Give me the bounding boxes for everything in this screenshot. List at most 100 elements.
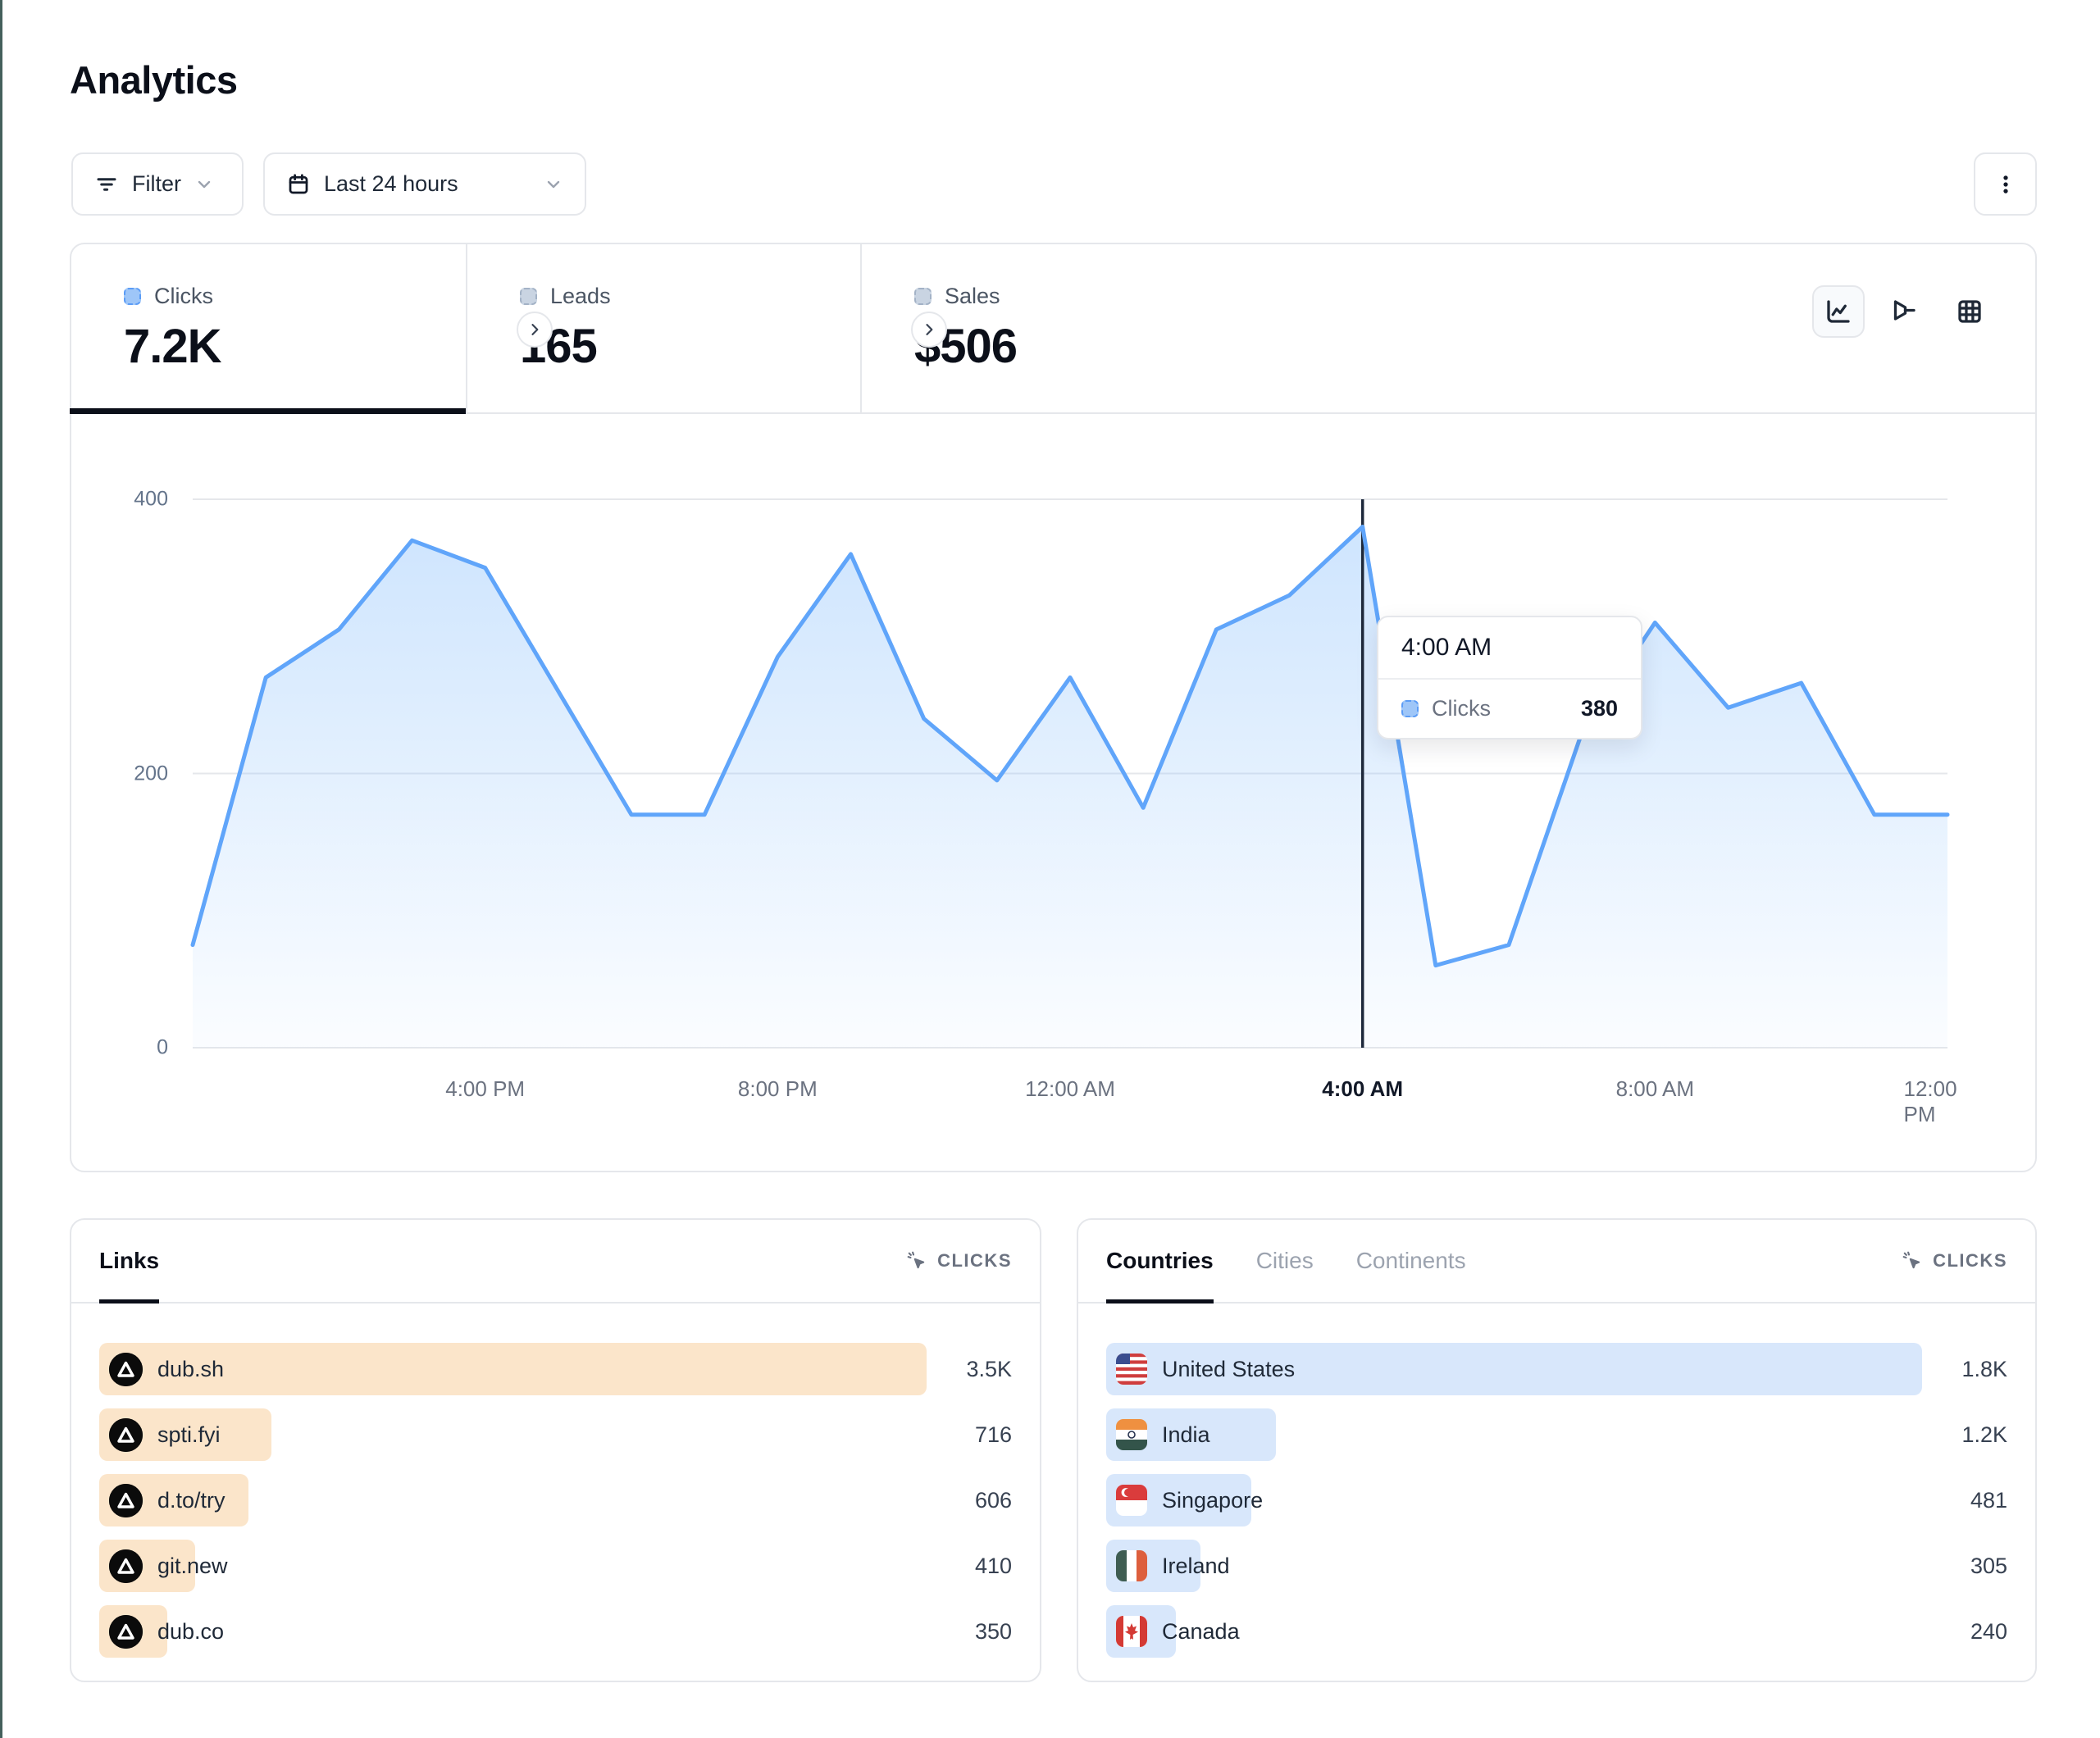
value-bar [1106, 1343, 1922, 1395]
country-clicks-value: 1.8K [1961, 1356, 2007, 1381]
us-flag-icon [1116, 1354, 1147, 1385]
filter-bars-icon [94, 172, 119, 197]
tab-continents[interactable]: Continents [1355, 1248, 1466, 1273]
tooltip-series-value: 380 [1580, 696, 1618, 721]
countries-metric-label: CLICKS [1933, 1250, 2007, 1271]
tab-links[interactable]: Links [99, 1220, 160, 1304]
links-panel: Links CLICKS dub.sh 3.5K spti.fyi 716 d.to… [70, 1218, 1041, 1682]
filter-button-label: Filter [132, 171, 181, 196]
sales-tab-label: Sales [945, 283, 1000, 308]
kebab-menu-icon [1993, 172, 2018, 197]
link-label: dub.co [157, 1618, 225, 1644]
chart-view-toggles [1812, 285, 1996, 338]
expand-leads-chip[interactable] [517, 312, 553, 348]
cursor-rays-icon [1902, 1250, 1923, 1272]
leads-tab-label: Leads [550, 283, 611, 308]
leads-legend-swatch [520, 287, 537, 305]
x-axis-tick: 12:00 AM [1025, 1076, 1115, 1101]
country-clicks-value: 240 [1970, 1618, 2007, 1644]
country-clicks-value: 1.2K [1961, 1422, 2007, 1447]
metric-tabs: Clicks 7.2K Leads 165 Sales $506 [70, 244, 2035, 414]
list-item[interactable]: India 1.2K [1106, 1408, 2007, 1461]
country-label: United States [1162, 1356, 1296, 1381]
calendar-icon [286, 172, 311, 197]
leads-tab-value: 165 [520, 319, 598, 373]
link-clicks-value: 716 [974, 1422, 1012, 1447]
chevron-down-icon [194, 175, 214, 194]
y-axis-tick: 200 [134, 762, 168, 785]
links-metric-label: CLICKS [937, 1250, 1012, 1271]
x-axis-tick: 8:00 PM [737, 1076, 818, 1101]
clicks-tab-label: Clicks [154, 283, 213, 308]
clicks-time-series-chart[interactable]: 0 200 400 4:00 PM 8:00 PM 12:00 AM 4:00 AM 8:0… [71, 414, 2035, 1171]
list-item[interactable]: Singapore 481 [1106, 1474, 2007, 1526]
list-item[interactable]: d.to/try 606 [99, 1474, 1012, 1526]
x-axis-tick: 4:00 AM [1322, 1076, 1404, 1101]
list-item[interactable]: dub.sh 3.5K [99, 1343, 1012, 1395]
y-axis-tick: 0 [157, 1035, 168, 1059]
analytics-chart-card: Clicks 7.2K Leads 165 Sales $506 [70, 243, 2037, 1172]
expand-sales-chip[interactable] [911, 312, 947, 348]
date-range-label: Last 24 hours [324, 171, 458, 196]
dub-logo-icon [109, 1614, 143, 1649]
countries-panel: Countries Cities Continents CLICKS Unite… [1077, 1218, 2037, 1682]
link-label: dub.sh [157, 1356, 225, 1381]
area-chart-canvas [190, 498, 1950, 1049]
list-item[interactable]: Canada 240 [1106, 1605, 2007, 1658]
link-label: spti.fyi [157, 1422, 221, 1447]
dub-logo-icon [109, 1352, 143, 1386]
list-item[interactable]: spti.fyi 716 [99, 1408, 1012, 1461]
filter-button[interactable]: Filter [71, 152, 244, 216]
ca-flag-icon [1116, 1616, 1147, 1647]
links-metric-header[interactable]: CLICKS [906, 1250, 1012, 1272]
link-clicks-value: 410 [974, 1553, 1012, 1578]
tab-clicks[interactable]: Clicks 7.2K [70, 244, 467, 414]
list-item[interactable]: Ireland 305 [1106, 1540, 2007, 1592]
tab-countries[interactable]: Countries [1106, 1220, 1214, 1304]
table-view-button[interactable] [1943, 285, 1996, 338]
dub-logo-icon [109, 1417, 143, 1452]
tab-cities[interactable]: Cities [1255, 1248, 1314, 1273]
x-axis-tick: 4:00 PM [445, 1076, 526, 1101]
sg-flag-icon [1116, 1485, 1147, 1516]
in-flag-icon [1116, 1419, 1147, 1450]
link-label: git.new [157, 1553, 228, 1578]
y-axis-tick: 400 [134, 487, 168, 511]
link-label: d.to/try [157, 1487, 225, 1513]
list-item[interactable]: United States 1.8K [1106, 1343, 2007, 1395]
clicks-legend-swatch [124, 287, 141, 305]
funnel-view-button[interactable] [1878, 285, 1930, 338]
clicks-tab-value: 7.2K [124, 319, 222, 373]
dub-logo-icon [109, 1549, 143, 1583]
list-item[interactable]: git.new 410 [99, 1540, 1012, 1592]
clicks-line-series [190, 525, 1950, 968]
chevron-down-icon [544, 175, 563, 194]
country-label: Canada [1162, 1618, 1240, 1644]
list-item[interactable]: dub.co 350 [99, 1605, 1012, 1658]
country-label: India [1162, 1422, 1210, 1447]
countries-metric-header[interactable]: CLICKS [1902, 1250, 2007, 1272]
link-clicks-value: 3.5K [966, 1356, 1012, 1381]
tooltip-series-swatch [1401, 700, 1419, 717]
chart-hover-tooltip: 4:00 AM Clicks 380 [1377, 616, 1642, 739]
line-chart-view-button[interactable] [1812, 285, 1865, 338]
x-axis-tick: 12:00 PM [1903, 1076, 1957, 1126]
country-clicks-value: 305 [1970, 1553, 2007, 1578]
page-title: Analytics [70, 58, 238, 102]
sales-legend-swatch [914, 287, 932, 305]
country-clicks-value: 481 [1970, 1487, 2007, 1513]
cursor-rays-icon [906, 1250, 927, 1272]
link-clicks-value: 606 [974, 1487, 1012, 1513]
x-axis-tick: 8:00 AM [1615, 1076, 1695, 1101]
tooltip-time: 4:00 AM [1378, 617, 1641, 680]
date-range-picker[interactable]: Last 24 hours [263, 152, 586, 216]
tooltip-series-label: Clicks [1432, 696, 1491, 721]
value-bar [99, 1343, 927, 1395]
more-options-button[interactable] [1974, 152, 2037, 216]
clicks-area-fill [193, 526, 1947, 1048]
link-clicks-value: 350 [974, 1618, 1012, 1644]
active-tab-underline [70, 408, 466, 414]
country-label: Singapore [1162, 1487, 1264, 1513]
dub-logo-icon [109, 1483, 143, 1517]
country-label: Ireland [1162, 1553, 1230, 1578]
